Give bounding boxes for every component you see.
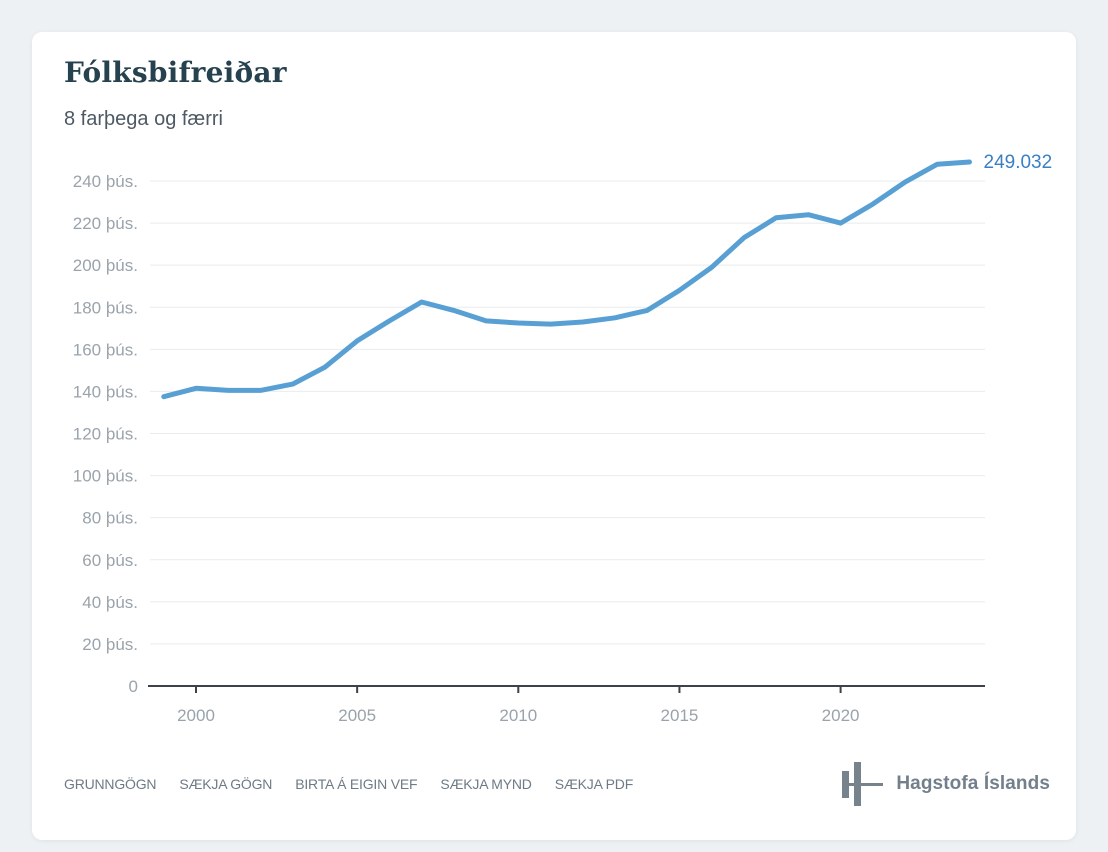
y-axis-tick-label: 40 þús. bbox=[82, 593, 138, 612]
chart-card: Fólksbifreiðar 8 farþega og færri 0 20 þú… bbox=[32, 32, 1076, 840]
link-grunngogn[interactable]: GRUNNGÖGN bbox=[64, 776, 157, 792]
series-end-value-label: 249.032 bbox=[984, 152, 1053, 173]
y-axis-tick-label: 0 bbox=[129, 677, 138, 696]
hagstofa-logo-icon bbox=[840, 759, 884, 809]
y-axis-tick-label: 100 þús. bbox=[73, 467, 138, 486]
link-saekja-pdf[interactable]: SÆKJA PDF bbox=[554, 776, 634, 792]
link-saekja-mynd[interactable]: SÆKJA MYND bbox=[440, 776, 532, 792]
toolbar-links: GRUNNGÖGN SÆKJA GÖGN BIRTA Á EIGIN VEF S… bbox=[64, 776, 633, 792]
y-axis-tick-label: 120 þús. bbox=[73, 425, 138, 444]
y-axis-tick-label: 220 þús. bbox=[73, 214, 138, 233]
y-axis-tick-label: 60 þús. bbox=[82, 551, 138, 570]
x-axis-tick-label: 2005 bbox=[338, 706, 376, 725]
link-saekja-gogn[interactable]: SÆKJA GÖGN bbox=[179, 776, 273, 792]
brand: Hagstofa Íslands bbox=[840, 759, 1050, 809]
y-axis-tick-label: 20 þús. bbox=[82, 635, 138, 654]
page-title: Fólksbifreiðar bbox=[64, 56, 287, 89]
x-axis-tick-label: 2000 bbox=[177, 706, 215, 725]
y-axis-tick-label: 140 þús. bbox=[73, 382, 138, 401]
chart-toolbar: GRUNNGÖGN SÆKJA GÖGN BIRTA Á EIGIN VEF S… bbox=[64, 758, 1050, 810]
brand-name: Hagstofa Íslands bbox=[896, 773, 1050, 794]
data-series-line[interactable] bbox=[161, 159, 972, 400]
link-birta-a-eigin-vef[interactable]: BIRTA Á EIGIN VEF bbox=[295, 776, 418, 792]
x-axis-tick-label: 2010 bbox=[499, 706, 537, 725]
page-subtitle: 8 farþega og færri bbox=[64, 108, 223, 130]
y-axis-tick-label: 200 þús. bbox=[73, 256, 138, 275]
y-axis-tick-label: 240 þús. bbox=[73, 172, 138, 191]
x-axis-tick-label: 2015 bbox=[661, 706, 699, 725]
y-axis-tick-label: 80 þús. bbox=[82, 509, 138, 528]
x-axis-tick-label: 2020 bbox=[822, 706, 860, 725]
line-chart[interactable]: 0 20 þús. 40 þús. 60 þús. 80 þús. 100 þús. 120… bbox=[32, 32, 1076, 742]
y-axis-tick-label: 160 þús. bbox=[73, 340, 138, 359]
y-axis-tick-label: 180 þús. bbox=[73, 298, 138, 317]
